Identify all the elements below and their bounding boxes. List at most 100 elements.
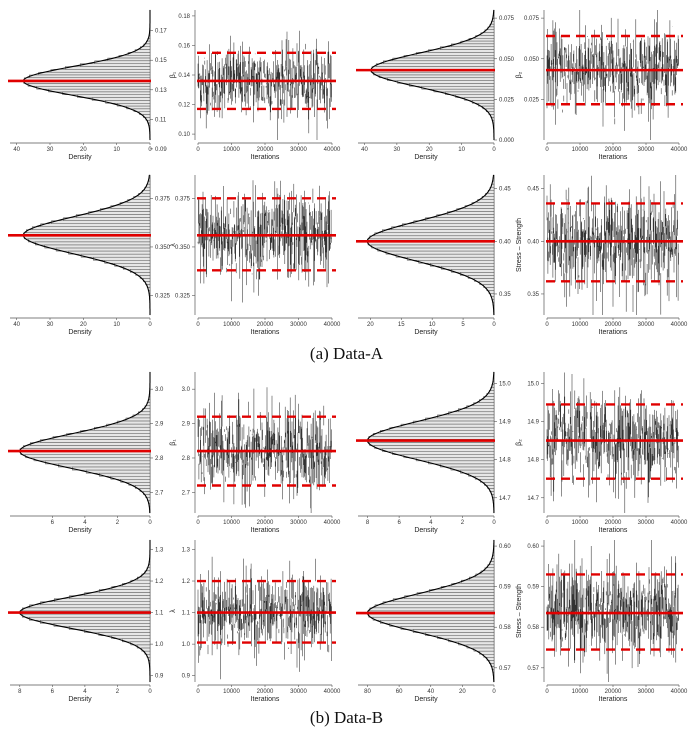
panel-16 (541, 540, 683, 687)
y-tick-label: 15.0 (499, 381, 511, 387)
y-tick-label: 0.350 (175, 245, 191, 251)
y-tick-label: 0.57 (527, 666, 539, 672)
caption-data-b: (b) Data-B (309, 708, 384, 727)
x-tick-label: 40000 (671, 520, 688, 526)
histogram-bin (98, 472, 151, 477)
x-tick-label: 10000 (223, 322, 240, 328)
histogram-bin (380, 620, 495, 624)
histogram-bin (369, 607, 495, 612)
y-axis-label: β₁ (170, 439, 177, 446)
y-axis-label: λ (170, 609, 177, 613)
panel-9 (8, 371, 153, 518)
histogram-bin (374, 604, 495, 609)
x-axis-label: Iterations (599, 696, 628, 703)
histogram-bin (54, 598, 151, 602)
mcmc-trace (197, 387, 332, 513)
histogram-bin (382, 448, 495, 452)
histogram-bin (373, 71, 495, 76)
histogram-bin (40, 439, 151, 443)
histogram-bin (63, 217, 151, 221)
histogram-bin (114, 263, 151, 267)
histogram-bin (374, 445, 495, 449)
histogram-bin (406, 256, 495, 261)
x-tick-label: 0 (148, 520, 152, 526)
y-tick-label: 2.7 (182, 490, 191, 496)
y-tick-label: 0.10 (178, 132, 190, 138)
histogram-bin (466, 405, 495, 409)
y-tick-label: 0.16 (178, 43, 190, 49)
histogram-bin (368, 436, 495, 440)
y-tick-label: 0.350 (155, 245, 171, 251)
mcmc-trace (197, 30, 332, 140)
histogram-bin (425, 632, 495, 636)
x-tick-label: 20 (80, 322, 87, 328)
density-curve (22, 10, 151, 140)
histogram-bin (448, 638, 495, 643)
x-tick-label: 20 (459, 689, 466, 695)
histogram-bin (415, 52, 495, 56)
histogram-bin (369, 235, 495, 240)
histogram-bin (38, 71, 151, 76)
histogram-bin (400, 423, 495, 428)
y-tick-label: 14.9 (527, 420, 539, 426)
histogram-bin (378, 74, 495, 79)
histogram-bin (88, 211, 151, 215)
x-tick-label: 20000 (257, 322, 274, 328)
histogram-bin (119, 202, 151, 206)
x-tick-label: 30000 (290, 322, 307, 328)
x-tick-label: 40 (427, 689, 434, 695)
x-tick-label: 60 (396, 689, 403, 695)
histogram-bin (23, 445, 151, 449)
histogram-bin (29, 74, 151, 79)
histogram-bin (79, 63, 151, 67)
histogram-bin (66, 433, 151, 437)
histogram-bin (26, 229, 151, 234)
histogram-bin (403, 55, 495, 59)
y-axis-label: Stress – Strength (516, 218, 523, 272)
histogram-bin (380, 430, 495, 434)
panel-8 (541, 175, 683, 320)
histogram-bin (440, 586, 495, 590)
x-tick-label: 40000 (324, 322, 341, 328)
histogram-bin (65, 66, 151, 70)
x-tick-label: 0 (196, 689, 200, 695)
histogram-bin (53, 623, 151, 627)
y-tick-label: 0.59 (527, 585, 539, 591)
mcmc-trace (546, 372, 679, 513)
x-axis-label: Density (414, 329, 438, 336)
histogram-bin (84, 592, 151, 596)
y-tick-label: 0.025 (499, 97, 515, 103)
x-tick-label: 0 (545, 520, 549, 526)
x-tick-label: 0 (196, 147, 200, 153)
histogram-bin (387, 77, 495, 81)
histogram-bin (372, 616, 495, 621)
y-tick-label: 0.000 (499, 138, 515, 144)
x-tick-label: 0 (545, 322, 549, 328)
x-tick-label: 2 (461, 520, 465, 526)
histogram-bin (72, 466, 151, 471)
x-tick-label: 10 (429, 322, 436, 328)
caption-data-a: (a) Data-A (309, 344, 384, 363)
x-tick-label: 2 (116, 520, 120, 526)
histogram-bin (433, 88, 495, 93)
x-tick-label: 40000 (324, 520, 341, 526)
histogram-bin (447, 211, 495, 215)
y-tick-label: 1.2 (182, 579, 191, 585)
histogram-bin (395, 253, 495, 258)
x-tick-label: 30000 (638, 147, 655, 153)
density-curve (22, 174, 151, 315)
y-tick-label: 14.7 (527, 496, 539, 502)
y-tick-label: 0.11 (155, 117, 167, 123)
x-tick-label: 40 (13, 147, 20, 153)
x-axis-label: Density (414, 527, 438, 534)
x-tick-label: 15 (398, 322, 405, 328)
x-tick-label: 40000 (671, 147, 688, 153)
panel-15 (356, 539, 497, 687)
mcmc-trace (197, 180, 332, 303)
x-tick-label: 0 (545, 689, 549, 695)
histogram-bin (375, 63, 495, 67)
x-tick-label: 80 (364, 689, 371, 695)
panel-4 (541, 10, 683, 145)
histogram-bin (98, 632, 151, 636)
density-curve (19, 372, 151, 514)
